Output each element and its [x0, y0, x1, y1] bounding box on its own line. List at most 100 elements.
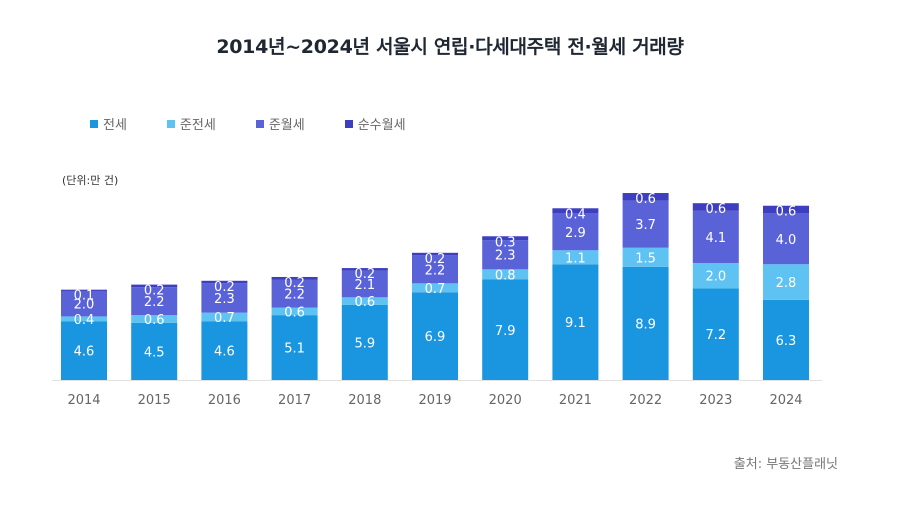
- data-label: 6.3: [776, 334, 797, 349]
- chart-title: 2014년~2024년 서울시 연립·다세대주택 전·월세 거래량: [216, 36, 684, 58]
- bar-segment: [61, 289, 107, 291]
- data-label: 3.7: [635, 218, 656, 233]
- bar-segment: [692, 288, 739, 380]
- data-label: 4.6: [74, 345, 95, 360]
- data-label: 9.1: [565, 316, 586, 331]
- data-label: 2.9: [565, 226, 586, 241]
- legend-label-semi-wolse: 준월세: [268, 118, 305, 133]
- data-label: 0.7: [214, 311, 235, 326]
- bar-segment: [482, 269, 529, 280]
- data-label: 0.4: [565, 207, 586, 222]
- bar-segment: [552, 213, 599, 251]
- bar-segment: [201, 321, 248, 380]
- bar-segment: [61, 290, 107, 317]
- data-label: 0.6: [776, 205, 797, 220]
- legend-swatch-jeonse: [90, 119, 98, 128]
- data-label: 0.2: [144, 284, 165, 299]
- unit-label: (단위:만 건): [62, 174, 119, 187]
- data-label: 0.7: [425, 282, 446, 297]
- data-label: 8.9: [635, 317, 656, 332]
- data-label: 1.5: [635, 251, 656, 266]
- data-label: 2.3: [495, 249, 516, 264]
- data-label: 2.0: [74, 298, 95, 313]
- bar-segment: [201, 312, 248, 322]
- legend-swatch-semi-wolse: [255, 119, 264, 128]
- source-label: 출처: 부동산플래닛: [733, 457, 838, 472]
- x-tick-label: 2018: [348, 393, 381, 408]
- bar-segment: [412, 283, 458, 293]
- legend-item-jeonse: 전세: [90, 114, 127, 133]
- data-label: 4.1: [705, 231, 726, 246]
- x-tick-label: 2020: [489, 393, 522, 408]
- bar-segment: [763, 299, 809, 380]
- data-label: 5.9: [354, 336, 375, 351]
- bar-segment: [61, 316, 107, 322]
- bar-segment: [763, 205, 809, 214]
- bar-segment: [412, 255, 458, 284]
- data-label: 0.4: [74, 313, 95, 328]
- bar-segment: [763, 213, 809, 265]
- legend-item-semi-jeonse: 준전세: [166, 114, 216, 133]
- bar-segment: [201, 283, 248, 313]
- data-label: 0.8: [495, 268, 516, 283]
- x-tick-label: 2023: [699, 393, 732, 408]
- bar-segment: [271, 315, 318, 380]
- bar-segment: [131, 322, 178, 380]
- data-label: 7.9: [495, 324, 516, 339]
- bar-segment: [341, 270, 388, 298]
- bar-segment: [692, 262, 739, 289]
- legend-label-semi-jeonse: 준전세: [179, 118, 216, 133]
- bar-segment: [622, 266, 669, 380]
- x-tick-label: 2014: [67, 393, 100, 408]
- x-tick-label: 2019: [418, 393, 451, 408]
- bar-segment: [482, 236, 529, 241]
- x-tick-label: 2021: [559, 393, 592, 408]
- x-tick-label: 2015: [138, 393, 171, 408]
- bar-segment: [763, 264, 809, 300]
- data-label: 0.2: [284, 276, 305, 291]
- data-label: 0.1: [74, 289, 95, 304]
- bar-segment: [131, 284, 178, 288]
- bar-segment: [622, 193, 669, 201]
- bar-segment: [622, 200, 669, 248]
- bar-segment: [341, 268, 388, 271]
- x-tick-label: 2022: [629, 393, 662, 408]
- bar-segment: [131, 315, 178, 323]
- data-label: 0.6: [705, 202, 726, 217]
- bar-segment: [61, 321, 107, 380]
- data-label: 5.1: [284, 342, 305, 357]
- data-label: 2.0: [705, 270, 726, 285]
- data-label: 2.8: [776, 276, 797, 291]
- data-label: 0.3: [495, 235, 516, 250]
- data-label: 2.2: [425, 263, 446, 278]
- data-label: 4.5: [144, 345, 165, 360]
- legend-label-pure-wolse: 순수월세: [357, 118, 406, 133]
- data-label: 0.2: [214, 280, 235, 295]
- data-label: 0.6: [635, 192, 656, 207]
- data-label: 4.0: [776, 233, 797, 248]
- x-tick-label: 2024: [769, 393, 802, 408]
- bar-segment: [692, 210, 739, 263]
- bar-segment: [412, 252, 458, 256]
- legend: 전세 준전세 준월세 순수월세: [90, 114, 446, 133]
- x-tick-label: 2016: [208, 393, 241, 408]
- x-tick-label: 2017: [278, 393, 311, 408]
- data-label: 2.2: [144, 295, 165, 310]
- legend-item-pure-wolse: 순수월세: [344, 114, 406, 133]
- data-label: 2.3: [214, 292, 235, 307]
- data-label: 0.6: [144, 313, 165, 328]
- bar-segment: [482, 279, 529, 380]
- data-label: 2.2: [284, 288, 305, 303]
- data-label: 1.1: [565, 251, 586, 266]
- data-label: 6.9: [425, 330, 446, 345]
- legend-swatch-pure-wolse: [344, 119, 353, 128]
- data-label: 0.6: [354, 295, 375, 310]
- bar-segment: [271, 307, 318, 316]
- bar-segment: [131, 287, 178, 316]
- data-label: 7.2: [705, 328, 726, 343]
- legend-label-jeonse: 전세: [103, 118, 127, 133]
- bar-segment: [201, 280, 248, 284]
- bar-segment: [552, 264, 599, 380]
- bar-segment: [552, 208, 599, 214]
